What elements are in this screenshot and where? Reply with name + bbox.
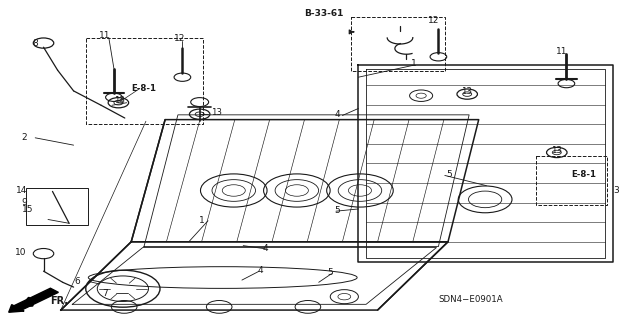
- Text: 3: 3: [613, 186, 619, 195]
- Text: 4: 4: [257, 266, 263, 275]
- Text: 5: 5: [334, 206, 340, 215]
- Text: 4: 4: [335, 110, 340, 119]
- Text: SDN4−E0901A: SDN4−E0901A: [438, 295, 502, 304]
- Text: 7: 7: [102, 289, 108, 298]
- Bar: [26, 188, 88, 225]
- Text: 2: 2: [21, 133, 27, 142]
- Text: B-33-61: B-33-61: [303, 9, 343, 18]
- Text: E-8-1: E-8-1: [571, 170, 596, 179]
- Bar: [86, 38, 203, 124]
- Text: 13: 13: [114, 96, 125, 105]
- Text: 8: 8: [33, 39, 38, 48]
- Text: 4: 4: [262, 244, 268, 253]
- Text: 5: 5: [447, 170, 452, 179]
- Text: 10: 10: [15, 248, 27, 256]
- Bar: [351, 17, 445, 71]
- Text: 5: 5: [328, 268, 333, 277]
- Text: 15: 15: [22, 205, 33, 214]
- Text: 14: 14: [15, 186, 27, 195]
- Bar: [536, 156, 607, 205]
- FancyArrow shape: [9, 288, 58, 312]
- Text: 1: 1: [199, 216, 205, 225]
- Text: 6: 6: [74, 277, 80, 286]
- Text: E-8-1: E-8-1: [131, 84, 157, 93]
- Text: 13: 13: [551, 146, 562, 155]
- Text: 12: 12: [428, 16, 440, 25]
- Text: 13: 13: [461, 87, 472, 96]
- Text: 11: 11: [556, 47, 568, 56]
- Text: 11: 11: [99, 31, 110, 40]
- Text: 1: 1: [411, 59, 417, 68]
- Text: 13: 13: [211, 108, 222, 117]
- Text: 12: 12: [173, 34, 185, 43]
- Text: 9: 9: [21, 198, 27, 207]
- Text: FR.: FR.: [50, 296, 68, 307]
